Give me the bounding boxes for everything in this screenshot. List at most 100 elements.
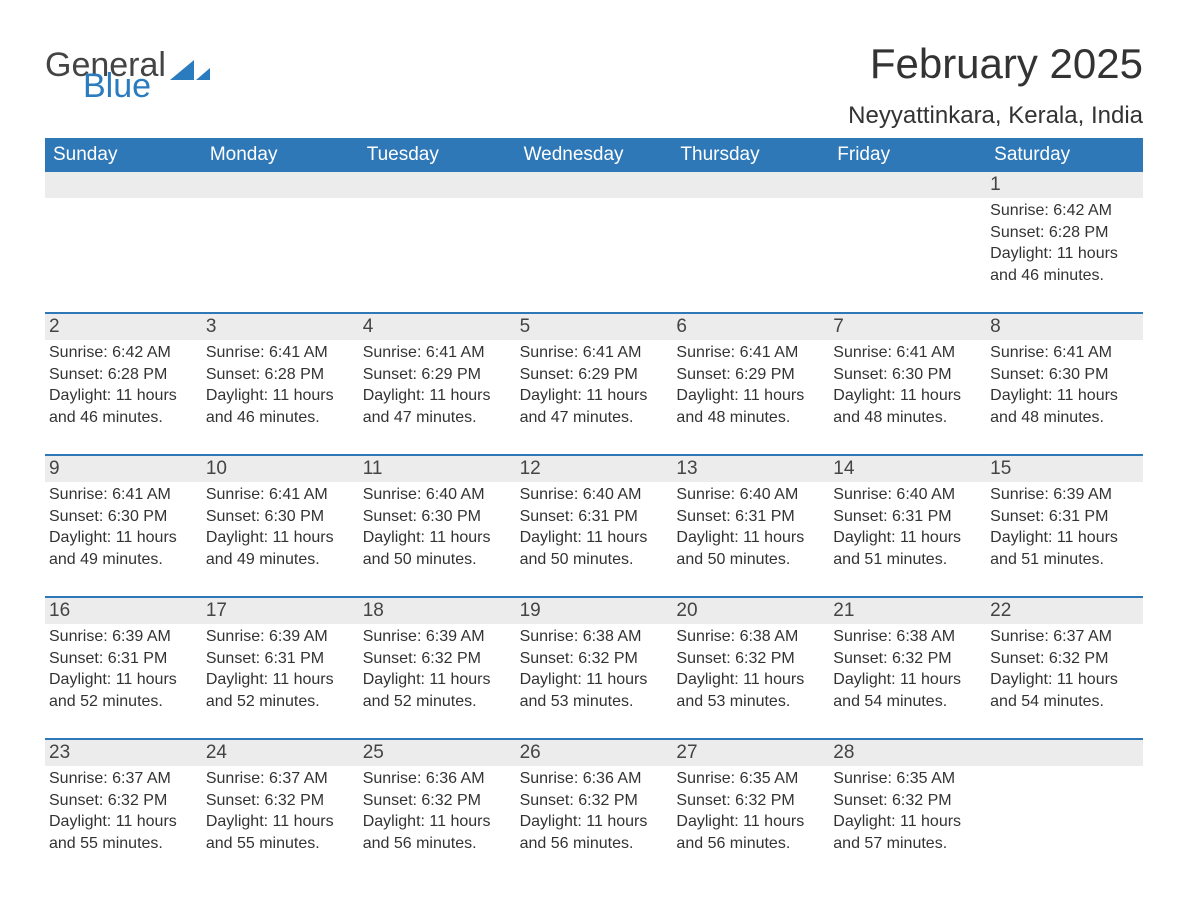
daylight-line: Daylight: 11 hours and 54 minutes. [990, 669, 1139, 712]
daylight-line: Daylight: 11 hours and 50 minutes. [676, 527, 825, 570]
empty-day-cell [516, 172, 673, 292]
day-number-text: 18 [359, 598, 516, 624]
sunset-line: Sunset: 6:31 PM [206, 648, 355, 670]
daylight-line: Daylight: 11 hours and 55 minutes. [206, 811, 355, 854]
weekday-tuesday: Tuesday [359, 138, 516, 172]
empty-day-number [986, 740, 1143, 766]
sunrise-line: Sunrise: 6:38 AM [676, 626, 825, 648]
empty-day-number [202, 172, 359, 198]
day-cell: 7Sunrise: 6:41 AMSunset: 6:30 PMDaylight… [829, 314, 986, 434]
day-body: Sunrise: 6:41 AMSunset: 6:30 PMDaylight:… [45, 482, 202, 574]
sunrise-line: Sunrise: 6:41 AM [206, 484, 355, 506]
empty-day-number [45, 172, 202, 198]
day-number-text: 15 [986, 456, 1143, 482]
day-number: 21 [829, 598, 986, 624]
day-number: 3 [202, 314, 359, 340]
sunrise-line: Sunrise: 6:37 AM [990, 626, 1139, 648]
day-number-text: 22 [986, 598, 1143, 624]
logo: General Blue [45, 40, 210, 101]
day-cell: 23Sunrise: 6:37 AMSunset: 6:32 PMDayligh… [45, 740, 202, 860]
sunset-line: Sunset: 6:32 PM [363, 648, 512, 670]
daylight-line: Daylight: 11 hours and 55 minutes. [49, 811, 198, 854]
sunrise-line: Sunrise: 6:40 AM [676, 484, 825, 506]
sunset-line: Sunset: 6:31 PM [990, 506, 1139, 528]
day-body: Sunrise: 6:41 AMSunset: 6:30 PMDaylight:… [829, 340, 986, 432]
weekday-monday: Monday [202, 138, 359, 172]
day-number: 8 [986, 314, 1143, 340]
day-number: 28 [829, 740, 986, 766]
day-number-text: 20 [672, 598, 829, 624]
sunset-line: Sunset: 6:31 PM [676, 506, 825, 528]
sunrise-line: Sunrise: 6:39 AM [49, 626, 198, 648]
day-number: 19 [516, 598, 673, 624]
sunset-line: Sunset: 6:29 PM [363, 364, 512, 386]
sunset-line: Sunset: 6:31 PM [49, 648, 198, 670]
sunset-line: Sunset: 6:32 PM [520, 648, 669, 670]
calendar: SundayMondayTuesdayWednesdayThursdayFrid… [45, 138, 1143, 860]
day-cell: 12Sunrise: 6:40 AMSunset: 6:31 PMDayligh… [516, 456, 673, 576]
empty-day-cell [202, 172, 359, 292]
sunset-line: Sunset: 6:32 PM [833, 790, 982, 812]
day-body: Sunrise: 6:39 AMSunset: 6:31 PMDaylight:… [202, 624, 359, 716]
daylight-line: Daylight: 11 hours and 47 minutes. [520, 385, 669, 428]
sunrise-line: Sunrise: 6:40 AM [363, 484, 512, 506]
sunset-line: Sunset: 6:30 PM [833, 364, 982, 386]
daylight-line: Daylight: 11 hours and 48 minutes. [833, 385, 982, 428]
day-cell: 24Sunrise: 6:37 AMSunset: 6:32 PMDayligh… [202, 740, 359, 860]
sunrise-line: Sunrise: 6:39 AM [990, 484, 1139, 506]
logo-flag-icon [168, 50, 210, 80]
sunrise-line: Sunrise: 6:36 AM [520, 768, 669, 790]
day-cell: 25Sunrise: 6:36 AMSunset: 6:32 PMDayligh… [359, 740, 516, 860]
day-cell: 28Sunrise: 6:35 AMSunset: 6:32 PMDayligh… [829, 740, 986, 860]
day-cell: 9Sunrise: 6:41 AMSunset: 6:30 PMDaylight… [45, 456, 202, 576]
daylight-line: Daylight: 11 hours and 52 minutes. [49, 669, 198, 712]
day-number: 10 [202, 456, 359, 482]
sunset-line: Sunset: 6:29 PM [676, 364, 825, 386]
sunrise-line: Sunrise: 6:39 AM [363, 626, 512, 648]
day-body: Sunrise: 6:40 AMSunset: 6:31 PMDaylight:… [829, 482, 986, 574]
day-number-text: 25 [359, 740, 516, 766]
day-cell: 21Sunrise: 6:38 AMSunset: 6:32 PMDayligh… [829, 598, 986, 718]
day-cell: 22Sunrise: 6:37 AMSunset: 6:32 PMDayligh… [986, 598, 1143, 718]
day-body: Sunrise: 6:41 AMSunset: 6:28 PMDaylight:… [202, 340, 359, 432]
sunset-line: Sunset: 6:32 PM [206, 790, 355, 812]
day-number: 24 [202, 740, 359, 766]
day-body: Sunrise: 6:37 AMSunset: 6:32 PMDaylight:… [202, 766, 359, 858]
daylight-line: Daylight: 11 hours and 54 minutes. [833, 669, 982, 712]
daylight-line: Daylight: 11 hours and 48 minutes. [990, 385, 1139, 428]
sunset-line: Sunset: 6:32 PM [520, 790, 669, 812]
daylight-line: Daylight: 11 hours and 46 minutes. [990, 243, 1139, 286]
logo-text-blue: Blue [83, 71, 166, 102]
day-body: Sunrise: 6:37 AMSunset: 6:32 PMDaylight:… [45, 766, 202, 858]
day-number-text: 26 [516, 740, 673, 766]
sunset-line: Sunset: 6:32 PM [49, 790, 198, 812]
day-number-text: 6 [672, 314, 829, 340]
day-number: 6 [672, 314, 829, 340]
daylight-line: Daylight: 11 hours and 52 minutes. [206, 669, 355, 712]
daylight-line: Daylight: 11 hours and 56 minutes. [676, 811, 825, 854]
day-body: Sunrise: 6:38 AMSunset: 6:32 PMDaylight:… [829, 624, 986, 716]
day-body: Sunrise: 6:42 AMSunset: 6:28 PMDaylight:… [986, 198, 1143, 290]
week-row: 23Sunrise: 6:37 AMSunset: 6:32 PMDayligh… [45, 738, 1143, 860]
day-cell: 18Sunrise: 6:39 AMSunset: 6:32 PMDayligh… [359, 598, 516, 718]
daylight-line: Daylight: 11 hours and 53 minutes. [520, 669, 669, 712]
day-cell: 13Sunrise: 6:40 AMSunset: 6:31 PMDayligh… [672, 456, 829, 576]
day-number-text: 19 [516, 598, 673, 624]
week-row: 1Sunrise: 6:42 AMSunset: 6:28 PMDaylight… [45, 172, 1143, 292]
day-number-text: 1 [986, 172, 1143, 198]
day-body: Sunrise: 6:41 AMSunset: 6:29 PMDaylight:… [516, 340, 673, 432]
sunrise-line: Sunrise: 6:41 AM [990, 342, 1139, 364]
day-number-text: 13 [672, 456, 829, 482]
sunset-line: Sunset: 6:32 PM [363, 790, 512, 812]
empty-day-cell [359, 172, 516, 292]
empty-day-cell [986, 740, 1143, 860]
sunrise-line: Sunrise: 6:36 AM [363, 768, 512, 790]
day-body [359, 198, 516, 204]
day-number: 17 [202, 598, 359, 624]
day-cell: 19Sunrise: 6:38 AMSunset: 6:32 PMDayligh… [516, 598, 673, 718]
sunrise-line: Sunrise: 6:38 AM [520, 626, 669, 648]
sunrise-line: Sunrise: 6:42 AM [49, 342, 198, 364]
sunset-line: Sunset: 6:32 PM [833, 648, 982, 670]
day-body: Sunrise: 6:36 AMSunset: 6:32 PMDaylight:… [359, 766, 516, 858]
sunrise-line: Sunrise: 6:41 AM [520, 342, 669, 364]
